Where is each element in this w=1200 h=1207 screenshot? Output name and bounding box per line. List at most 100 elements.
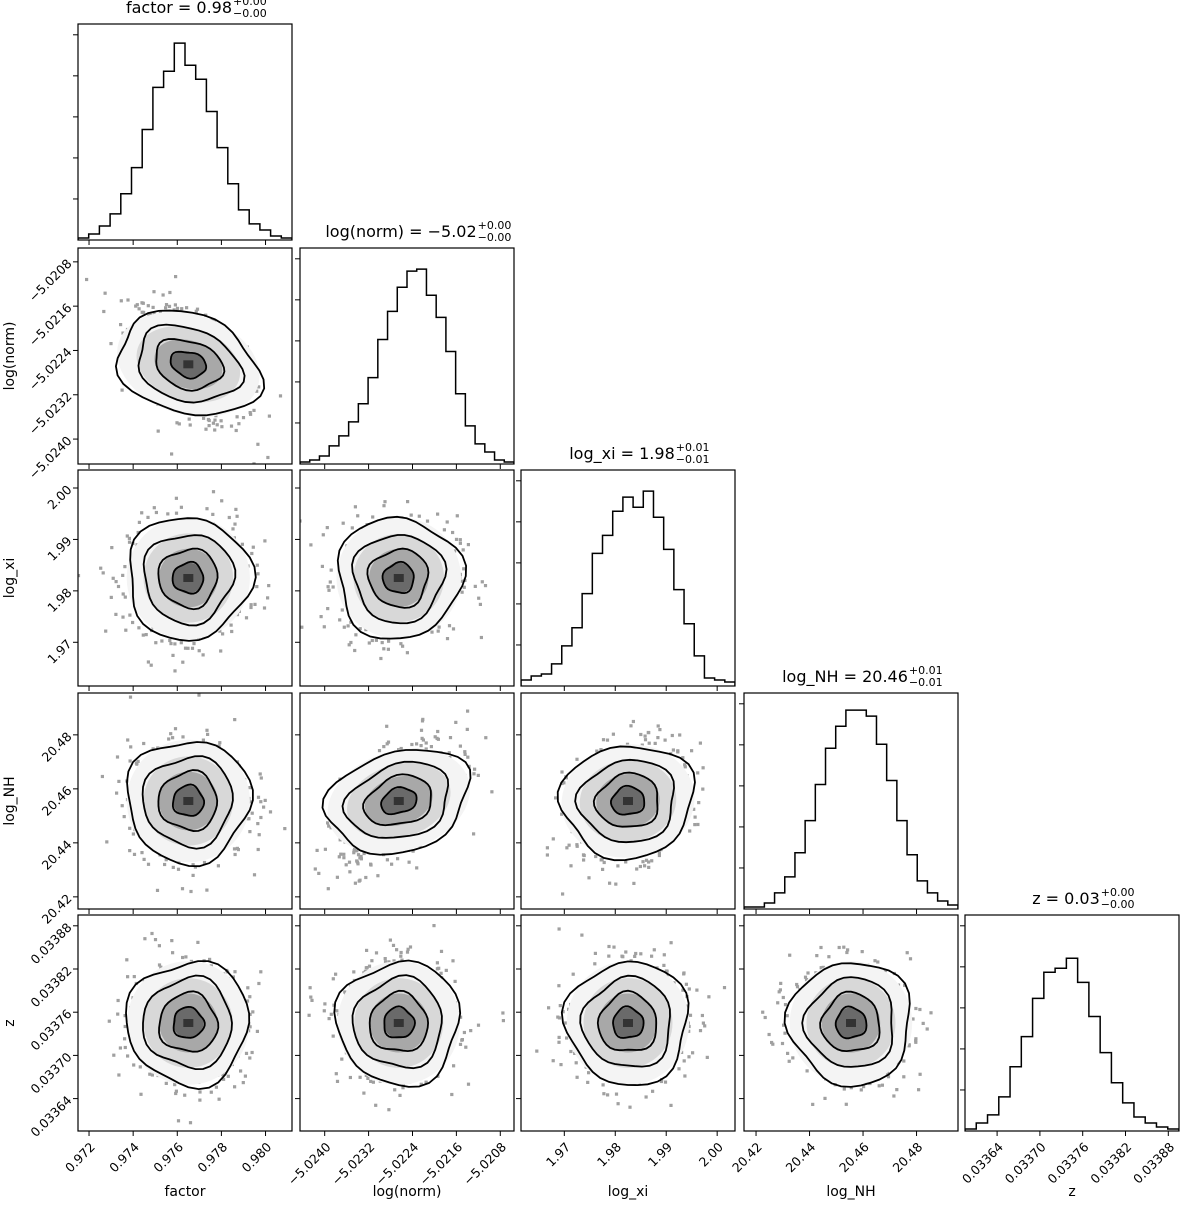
sample-point bbox=[140, 851, 144, 855]
sample-point bbox=[137, 520, 141, 524]
sample-point bbox=[340, 608, 344, 612]
sample-point bbox=[169, 642, 173, 646]
panel-frame bbox=[520, 692, 736, 910]
histogram-log(norm) bbox=[300, 268, 514, 464]
density-peak bbox=[393, 574, 404, 582]
sample-point bbox=[252, 408, 256, 412]
sample-point bbox=[611, 732, 615, 736]
sample-point bbox=[192, 642, 196, 646]
sample-point bbox=[159, 965, 163, 969]
sample-point bbox=[143, 937, 147, 941]
y-tick-label: 0.03382 bbox=[27, 963, 74, 1010]
sample-point bbox=[250, 551, 254, 556]
sample-point bbox=[752, 794, 755, 797]
panel-log(norm)-vs-log_NH bbox=[295, 692, 515, 914]
sample-point bbox=[357, 879, 361, 883]
sample-point bbox=[466, 709, 470, 713]
sample-point bbox=[650, 859, 654, 863]
x-tick-label: 0.976 bbox=[150, 1139, 186, 1175]
sample-point bbox=[435, 736, 439, 740]
sample-point bbox=[676, 749, 680, 753]
sample-point bbox=[595, 749, 599, 753]
sample-point bbox=[257, 833, 261, 837]
sample-point bbox=[458, 538, 462, 542]
sample-point bbox=[476, 773, 480, 777]
sample-point bbox=[472, 772, 476, 776]
title-sup: +0.00 bbox=[233, 0, 267, 8]
sample-point bbox=[386, 647, 390, 651]
sample-point bbox=[483, 584, 488, 588]
sample-point bbox=[193, 865, 197, 869]
sample-point bbox=[435, 961, 439, 965]
sample-point bbox=[409, 513, 413, 517]
sample-point bbox=[353, 846, 357, 851]
sample-point bbox=[315, 848, 319, 852]
sample-point bbox=[114, 580, 118, 584]
sample-point bbox=[349, 620, 353, 624]
sample-point bbox=[616, 864, 620, 868]
panel-frame bbox=[77, 692, 293, 910]
sample-point bbox=[247, 817, 251, 821]
sample-point bbox=[157, 963, 162, 967]
sample-point bbox=[369, 1079, 373, 1083]
x-tick-label: 0.974 bbox=[106, 1139, 142, 1175]
sample-point bbox=[248, 995, 252, 999]
sample-point bbox=[120, 804, 124, 808]
sample-point bbox=[342, 856, 346, 860]
sample-point bbox=[459, 579, 463, 583]
sample-point bbox=[631, 719, 635, 724]
sample-point bbox=[638, 864, 642, 869]
sample-point bbox=[466, 543, 470, 547]
sample-point bbox=[300, 519, 302, 523]
sample-point bbox=[110, 546, 114, 550]
sample-point bbox=[458, 541, 462, 545]
sample-point bbox=[374, 638, 378, 642]
sample-point bbox=[387, 639, 391, 643]
contour-2σ bbox=[114, 309, 266, 417]
sample-point bbox=[158, 311, 162, 315]
sample-point bbox=[341, 521, 345, 525]
sample-point bbox=[174, 275, 178, 279]
panel-log_NH-vs-log_NH: log_NH = 20.46 +0.01−0.01 bbox=[739, 664, 959, 914]
title-log_NH: log_NH = 20.46 +0.01−0.01 bbox=[782, 664, 943, 689]
sample-point bbox=[424, 741, 428, 745]
panel-log_xi-vs-log_NH bbox=[516, 692, 755, 914]
sample-point bbox=[419, 1082, 423, 1086]
sample-point bbox=[248, 1056, 252, 1060]
sample-point bbox=[278, 394, 283, 398]
sample-point bbox=[352, 851, 356, 855]
sample-point bbox=[335, 1079, 340, 1083]
sample-point bbox=[244, 616, 249, 620]
sample-point bbox=[460, 590, 464, 594]
sample-point bbox=[582, 858, 586, 862]
sample-point bbox=[181, 660, 185, 664]
sample-point bbox=[385, 858, 389, 862]
sample-point bbox=[424, 747, 428, 751]
sample-point bbox=[411, 849, 415, 853]
sample-point bbox=[220, 425, 224, 429]
sample-point bbox=[437, 966, 441, 970]
sample-point bbox=[140, 511, 144, 515]
sample-point bbox=[146, 515, 150, 519]
sample-point bbox=[344, 863, 348, 867]
sample-point bbox=[671, 748, 675, 752]
sample-point bbox=[407, 860, 411, 864]
sample-point bbox=[123, 1037, 127, 1041]
sample-point bbox=[215, 423, 219, 427]
sample-point bbox=[501, 1011, 505, 1015]
panel-frame bbox=[299, 692, 515, 910]
sample-point bbox=[233, 1085, 237, 1089]
sample-point bbox=[262, 606, 267, 610]
sample-point bbox=[229, 623, 233, 627]
sample-point bbox=[240, 542, 244, 546]
sample-point bbox=[390, 862, 394, 866]
sample-point bbox=[653, 741, 657, 745]
sample-point bbox=[326, 585, 330, 589]
sample-point bbox=[226, 1074, 230, 1078]
sample-point bbox=[207, 424, 211, 428]
sample-point bbox=[353, 505, 357, 509]
sample-point bbox=[484, 736, 488, 740]
sample-point bbox=[367, 641, 371, 645]
sample-point bbox=[354, 633, 358, 637]
sample-point bbox=[436, 629, 440, 633]
